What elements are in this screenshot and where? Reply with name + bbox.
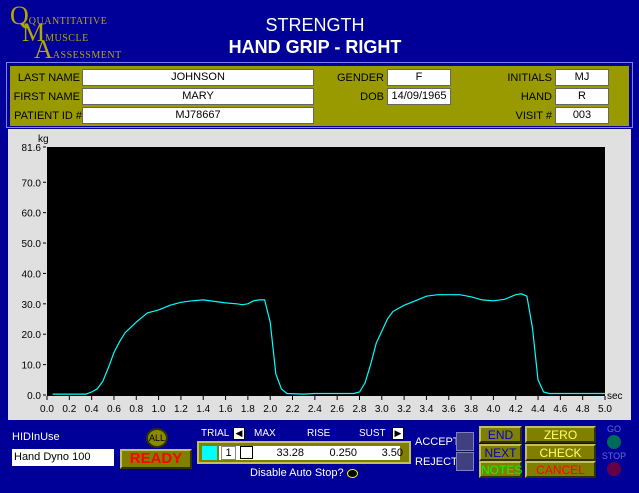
x-tick-label: 2.8 — [353, 404, 367, 415]
y-tick-label: 40.0 — [22, 269, 42, 280]
trial-color-swatch — [202, 446, 217, 460]
visit-field[interactable]: 003 — [555, 107, 609, 124]
ready-button[interactable]: READY — [120, 449, 192, 469]
x-tick-label: 1.0 — [152, 404, 166, 415]
hand-field[interactable]: R — [555, 88, 609, 105]
trial-next-button[interactable]: ▶ — [392, 427, 404, 440]
trial-number: 1 — [221, 446, 236, 460]
dob-field[interactable]: 14/09/1965 — [387, 88, 451, 105]
accept-label: ACCEPT — [415, 436, 460, 448]
trial-prev-button[interactable]: ◀ — [233, 427, 245, 440]
stop-indicator — [607, 462, 621, 476]
x-tick-label: 4.6 — [553, 404, 567, 415]
notes-button[interactable]: NOTES — [479, 461, 523, 478]
dob-label: DOB — [360, 91, 384, 103]
y-tick-label: 60.0 — [22, 209, 42, 220]
check-zero-button[interactable]: CHECK ZERO — [525, 444, 596, 475]
logo-text-3: ASSESSMENT — [52, 50, 122, 61]
x-tick-label: 3.6 — [442, 404, 456, 415]
initials-field[interactable]: MJ — [555, 69, 609, 86]
first-name-field[interactable]: MARY — [82, 88, 314, 105]
reject-button[interactable] — [456, 452, 474, 471]
y-tick-label: 30.0 — [22, 300, 42, 311]
trial-checkbox[interactable] — [240, 446, 253, 459]
patient-id-field[interactable]: MJ78667 — [82, 107, 314, 124]
x-axis-label: sec — [607, 391, 623, 402]
x-tick-label: 1.8 — [241, 404, 255, 415]
x-tick-label: 0.6 — [107, 404, 121, 415]
x-tick-label: 2.0 — [263, 404, 277, 415]
y-tick-label: 50.0 — [22, 239, 42, 250]
cancel-button[interactable]: CANCEL — [525, 461, 596, 478]
next-button[interactable]: NEXT — [479, 444, 522, 461]
first-name-label: FIRST NAME — [13, 91, 80, 103]
y-tick-label: 81.6 — [22, 143, 42, 154]
go-label: GO — [606, 424, 621, 434]
x-tick-label: 0.2 — [62, 404, 76, 415]
zero-test-button[interactable]: ZERO TEST — [525, 426, 596, 457]
stop-label: STOP — [601, 451, 627, 461]
all-button[interactable]: ALL — [146, 428, 168, 448]
x-tick-label: 4.0 — [486, 404, 500, 415]
sust-value: 3.50 — [381, 447, 403, 459]
x-tick-label: 4.4 — [531, 404, 545, 415]
max-value: 33.28 — [276, 447, 304, 459]
accept-button[interactable] — [456, 432, 474, 451]
visit-label: VISIT # — [515, 110, 552, 122]
gender-label: GENDER — [336, 72, 384, 84]
x-tick-label: 2.4 — [308, 404, 322, 415]
rise-value: 0.250 — [329, 447, 357, 459]
x-tick-label: 5.0 — [598, 404, 612, 415]
last-name-field[interactable]: JOHNSON — [82, 69, 314, 86]
hand-label: HAND — [520, 91, 552, 103]
plot-area — [47, 147, 605, 396]
gender-field[interactable]: F — [387, 69, 451, 86]
logo-line-quantitative: QQUANTITATIVE — [10, 1, 108, 30]
disable-auto-stop-label: Disable Auto Stop? — [250, 467, 344, 479]
patient-id-label: PATIENT ID # — [14, 110, 82, 122]
x-tick-label: 1.4 — [196, 404, 210, 415]
x-tick-label: 1.6 — [219, 404, 233, 415]
logo-line-muscle: MMUSCLE — [22, 18, 89, 47]
y-tick-label: 0.0 — [27, 391, 41, 402]
logo-text-2: MUSCLE — [45, 33, 89, 44]
reject-label: REJECT — [415, 456, 458, 468]
last-name-label: LAST NAME — [17, 72, 80, 84]
go-indicator — [607, 435, 621, 449]
x-tick-label: 2.2 — [286, 404, 300, 415]
x-tick-label: 3.4 — [419, 404, 433, 415]
device-field[interactable]: Hand Dyno 100 — [12, 449, 114, 466]
x-tick-label: 3.0 — [375, 404, 389, 415]
y-tick-label: 20.0 — [22, 330, 42, 341]
initials-label: INITIALS — [507, 72, 552, 84]
force-chart: 0.0 10.0 20.0 30.0 40.0 50.0 60.0 70.0 81.6 0.0 0.… — [22, 134, 623, 415]
x-tick-label: 0.0 — [40, 404, 54, 415]
x-tick-label: 2.6 — [330, 404, 344, 415]
rise-label: RISE — [307, 428, 331, 439]
device-label: HIDInUse — [12, 431, 60, 443]
trial-results-panel: 1 33.28 0.250 3.50 — [197, 441, 411, 464]
trial-label: TRIAL — [201, 428, 230, 439]
x-tick-label: 3.2 — [397, 404, 411, 415]
x-tick-label: 4.2 — [509, 404, 523, 415]
max-label: MAX — [254, 428, 276, 439]
page-title: STRENGTH — [265, 15, 365, 35]
logo-text-1: QUANTITATIVE — [28, 16, 108, 27]
end-button[interactable]: END — [479, 426, 522, 443]
x-tick-label: 1.2 — [174, 404, 188, 415]
auto-stop-toggle[interactable] — [347, 469, 358, 478]
sust-label: SUST — [359, 428, 386, 439]
x-tick-label: 4.8 — [576, 404, 590, 415]
force-curve — [52, 293, 605, 395]
y-tick-label: 70.0 — [22, 178, 42, 189]
logo-line-assessment: AASSESSMENT — [34, 35, 122, 64]
page-subtitle: HAND GRIP - RIGHT — [228, 37, 402, 57]
x-tick-label: 0.8 — [129, 404, 143, 415]
y-tick-label: 10.0 — [22, 361, 42, 372]
y-axis-label: kg — [38, 134, 49, 145]
x-tick-label: 3.8 — [464, 404, 478, 415]
x-tick-label: 0.4 — [85, 404, 99, 415]
